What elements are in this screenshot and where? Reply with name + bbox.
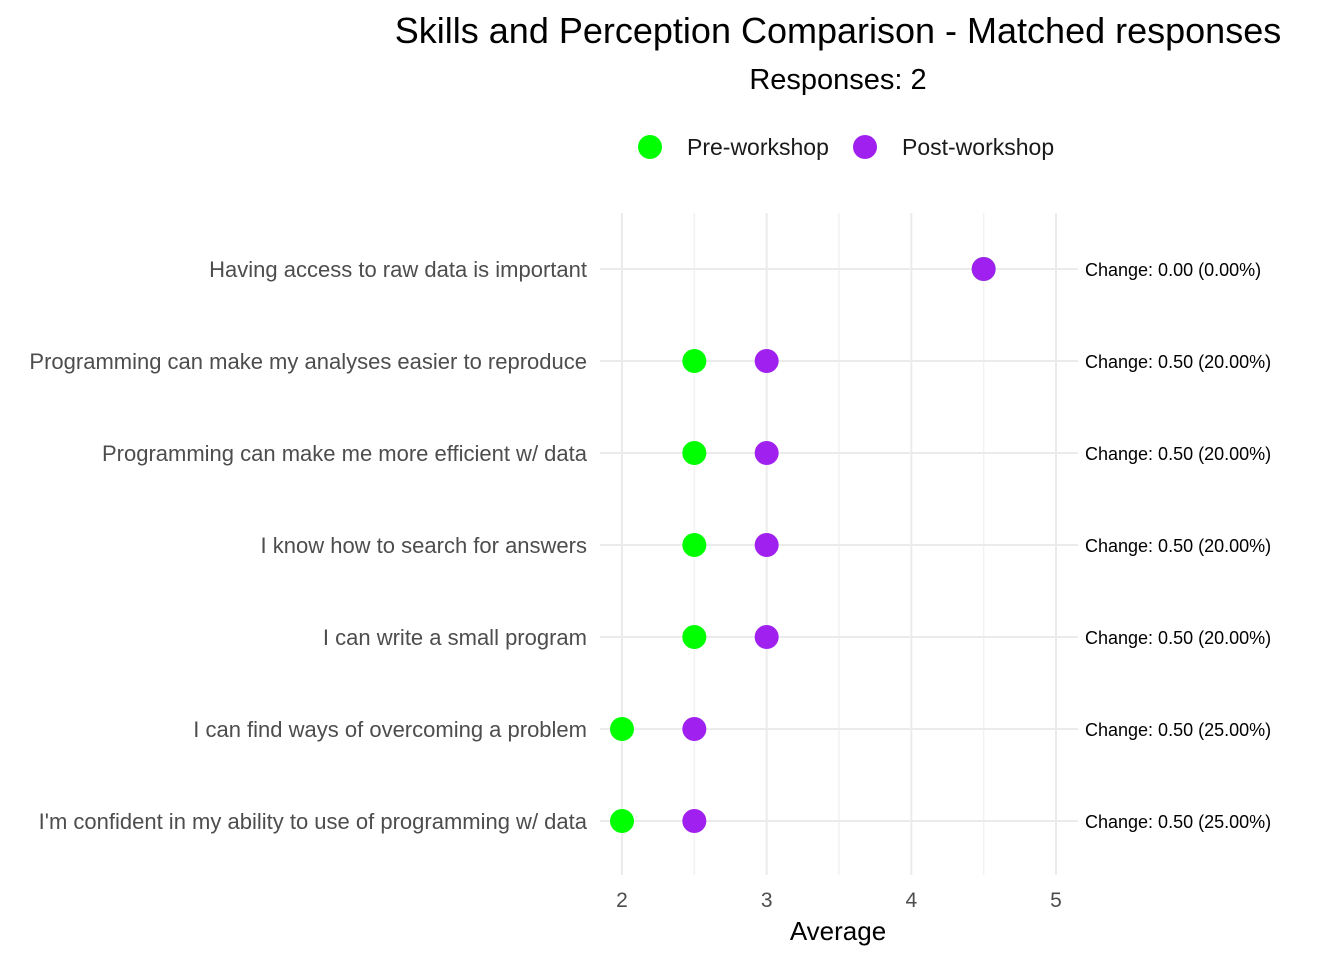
legend: Pre-workshop Post-workshop (638, 134, 1054, 160)
x-axis-title: Average (790, 916, 886, 946)
change-label: Change: 0.50 (20.00%) (1085, 536, 1271, 556)
point-pre-workshop (682, 625, 707, 649)
change-label: Change: 0.00 (0.00%) (1085, 260, 1261, 280)
x-tick-labels: 2 3 4 5 (616, 889, 1062, 912)
legend-label: Pre-workshop (687, 134, 829, 160)
point-pre-workshop (682, 533, 707, 557)
category-label: Programming can make me more efficient w… (102, 441, 588, 466)
point-post-workshop (754, 625, 779, 649)
chart-title: Skills and Perception Comparison - Match… (395, 10, 1281, 51)
change-annotations: Change: 0.00 (0.00%) Change: 0.50 (20.00%… (1085, 260, 1271, 832)
category-label: I can write a small program (323, 625, 587, 650)
point-post-workshop (971, 257, 996, 281)
point-post-workshop (754, 533, 779, 557)
category-label: I know how to search for answers (261, 533, 587, 558)
change-label: Change: 0.50 (20.00%) (1085, 628, 1271, 648)
point-post-workshop (682, 717, 707, 741)
legend-key-pre-workshop (638, 135, 662, 159)
category-label: Programming can make my analyses easier … (29, 349, 587, 374)
change-label: Change: 0.50 (20.00%) (1085, 444, 1271, 464)
point-post-workshop (754, 441, 779, 465)
chart-subtitle: Responses: 2 (749, 64, 926, 96)
grid (600, 213, 1078, 875)
x-tick-label: 2 (616, 889, 628, 912)
point-pre-workshop (682, 349, 707, 373)
x-tick-label: 4 (905, 889, 917, 912)
category-label: Having access to raw data is important (209, 257, 587, 282)
point-post-workshop (754, 349, 779, 373)
data-points (610, 257, 996, 833)
point-post-workshop (682, 809, 707, 833)
point-pre-workshop (682, 441, 707, 465)
x-tick-label: 5 (1050, 889, 1062, 912)
category-labels: Having access to raw data is important Pr… (29, 257, 587, 834)
change-label: Change: 0.50 (25.00%) (1085, 720, 1271, 740)
category-label: I'm confident in my ability to use of pr… (39, 809, 588, 834)
change-label: Change: 0.50 (25.00%) (1085, 812, 1271, 832)
point-pre-workshop (610, 809, 634, 833)
category-label: I can find ways of overcoming a problem (193, 717, 587, 742)
point-pre-workshop (610, 717, 634, 741)
legend-key-post-workshop (853, 135, 877, 159)
x-tick-label: 3 (761, 889, 773, 912)
change-label: Change: 0.50 (20.00%) (1085, 352, 1271, 372)
legend-label: Post-workshop (902, 134, 1054, 160)
